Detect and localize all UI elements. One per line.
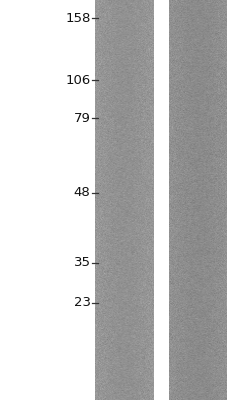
Text: 23: 23 bbox=[73, 296, 90, 310]
Text: 35: 35 bbox=[73, 256, 90, 270]
Text: 158: 158 bbox=[65, 12, 90, 24]
Text: 48: 48 bbox=[74, 186, 90, 200]
Text: 106: 106 bbox=[65, 74, 90, 86]
Text: 79: 79 bbox=[73, 112, 90, 124]
